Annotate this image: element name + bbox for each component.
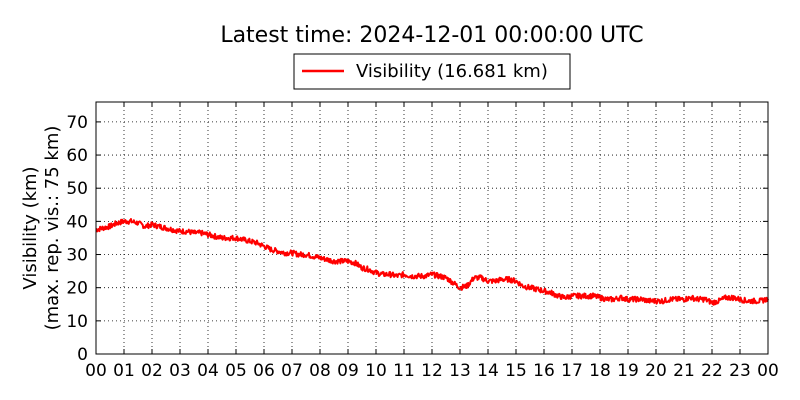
plot-area-frame	[95, 101, 769, 355]
series-line-visibility	[95, 218, 769, 306]
x-tick-label: 00	[757, 361, 779, 381]
x-tick-label: 16	[533, 361, 555, 381]
x-tick-label: 07	[281, 361, 303, 381]
y-tick-label: 20	[66, 279, 88, 299]
x-tick-label: 17	[561, 361, 583, 381]
x-tick-label: 14	[477, 361, 499, 381]
y-axis-label: Visibility (km) (max. rep. vis.: 75 km)	[20, 126, 63, 331]
y-tick-label: 50	[66, 179, 88, 199]
y-tick-labels: 0 10 20 30 40 50 60 70	[66, 113, 88, 365]
x-tick-label: 02	[141, 361, 163, 381]
x-tick-label: 01	[113, 361, 135, 381]
x-tick-label: 22	[701, 361, 723, 381]
chart-title: Latest time: 2024-12-01 00:00:00 UTC	[220, 23, 643, 48]
y-tick-label: 40	[66, 212, 88, 232]
x-tick-labels: 00 01 02 03 04 05 06 07 08 09 10 11 12 13 14 15 16 17 18 19…	[85, 361, 779, 381]
x-tick-label: 23	[729, 361, 751, 381]
y-tick-label: 70	[66, 113, 88, 133]
x-tick-label: 21	[673, 361, 695, 381]
grid	[96, 102, 768, 354]
x-tick-label: 05	[225, 361, 247, 381]
x-tick-label: 00	[85, 361, 107, 381]
x-tick-label: 03	[169, 361, 191, 381]
y-axis-label-line2: (max. rep. vis.: 75 km)	[42, 126, 63, 331]
y-tick-label: 0	[77, 345, 88, 365]
y-tick-label: 30	[66, 246, 88, 266]
legend: Visibility (16.681 km)	[293, 53, 571, 90]
x-tick-label: 11	[393, 361, 415, 381]
y-tick-label: 10	[66, 312, 88, 332]
x-tick-label: 10	[365, 361, 387, 381]
x-tick-label: 20	[645, 361, 667, 381]
x-tick-label: 13	[449, 361, 471, 381]
x-tick-label: 04	[197, 361, 219, 381]
y-tick-label: 60	[66, 146, 88, 166]
axis-ticks	[95, 102, 769, 355]
x-tick-label: 12	[421, 361, 443, 381]
legend-label-visibility: Visibility (16.681 km)	[356, 61, 548, 82]
x-tick-label: 08	[309, 361, 331, 381]
x-tick-label: 09	[337, 361, 359, 381]
y-axis-label-line1: Visibility (km)	[20, 166, 41, 289]
x-tick-label: 15	[505, 361, 527, 381]
x-tick-label: 18	[589, 361, 611, 381]
x-tick-label: 19	[617, 361, 639, 381]
x-tick-label: 06	[253, 361, 275, 381]
